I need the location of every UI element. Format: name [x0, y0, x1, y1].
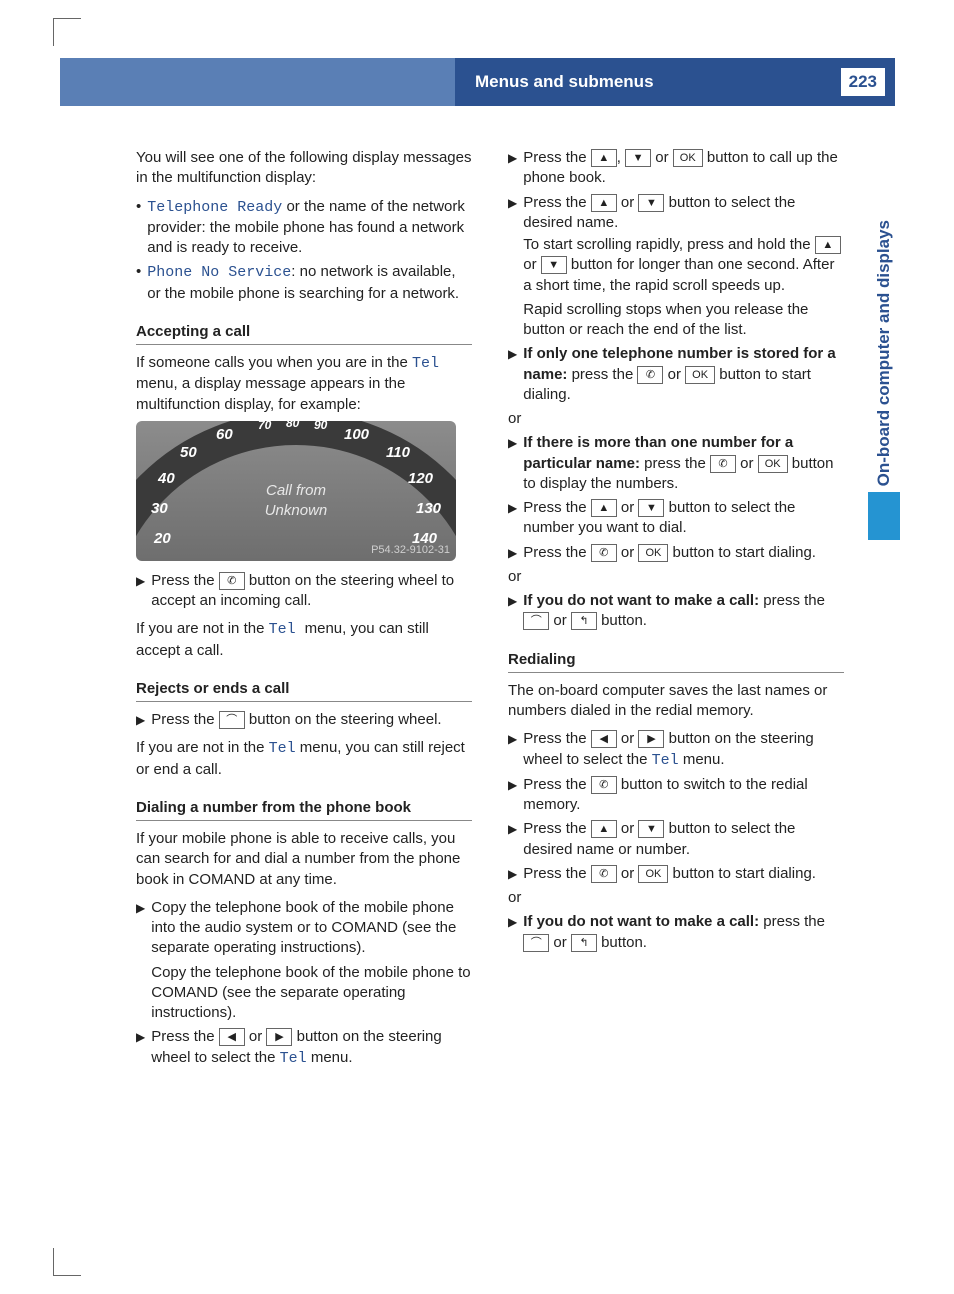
call-key-icon: ✆ — [591, 544, 617, 562]
ok-key-icon: OK — [673, 149, 703, 167]
dial-step-2: ▶ Press the ◀ or ▶ button on the steerin… — [136, 1027, 472, 1069]
bullet-2-text: Phone No Service: no network is availabl… — [147, 262, 472, 304]
down-key-icon: ▼ — [625, 149, 651, 167]
redial-intro: The on-board computer saves the last nam… — [508, 681, 844, 722]
redial-step-5: ▶ If you do not want to make a call: pre… — [508, 912, 844, 953]
page-number: 223 — [841, 68, 885, 96]
ok-key-icon: OK — [758, 455, 788, 473]
ok-key-icon: OK — [638, 544, 668, 562]
down-key-icon: ▼ — [638, 820, 664, 838]
end-call-key-icon: ⌒ — [219, 711, 245, 729]
accepting-p1: If someone calls you when you are in the… — [136, 353, 472, 415]
bullet-dot-icon: • — [136, 262, 141, 304]
end-call-key-icon: ⌒ — [523, 934, 549, 952]
r-step-5: ▶ Press the ▲ or ▼ button to select the … — [508, 498, 844, 539]
triangle-icon: ▶ — [508, 500, 517, 541]
call-key-icon: ✆ — [219, 572, 245, 590]
reject-p2: If you are not in the Tel menu, you can … — [136, 738, 472, 780]
or-1: or — [508, 409, 844, 429]
redial-step-2: ▶ Press the ✆ button to switch to the re… — [508, 775, 844, 816]
gauge-image-id: P54.32-9102-31 — [371, 543, 450, 558]
back-key-icon: ↰ — [571, 934, 597, 952]
triangle-icon: ▶ — [508, 593, 517, 634]
triangle-icon: ▶ — [508, 346, 517, 407]
r-step-6: ▶ Press the ✆ or OK button to start dial… — [508, 543, 844, 563]
triangle-icon: ▶ — [136, 900, 145, 1026]
triangle-icon: ▶ — [136, 712, 145, 732]
triangle-icon: ▶ — [508, 866, 517, 886]
reject-step: ▶ Press the ⌒ button on the steering whe… — [136, 710, 472, 730]
accept-step: ▶ Press the ✆ button on the steering whe… — [136, 571, 472, 612]
down-key-icon: ▼ — [638, 194, 664, 212]
page-content: You will see one of the following displa… — [136, 148, 846, 1073]
down-key-icon: ▼ — [638, 499, 664, 517]
ok-key-icon: OK — [685, 366, 715, 384]
heading-redialing: Redialing — [508, 650, 844, 673]
triangle-icon: ▶ — [508, 150, 517, 191]
bullet-2: • Phone No Service: no network is availa… — [136, 262, 472, 304]
intro-text: You will see one of the following displa… — [136, 148, 472, 189]
header-title: Menus and submenus — [475, 72, 654, 92]
call-key-icon: ✆ — [637, 366, 663, 384]
left-key-icon: ◀ — [591, 730, 617, 748]
triangle-icon: ▶ — [508, 777, 517, 818]
r-step-4: ▶ If there is more than one number for a… — [508, 433, 844, 494]
up-key-icon: ▲ — [591, 149, 617, 167]
right-column: ▶ Press the ▲, ▼ or OK button to call up… — [508, 148, 844, 1073]
dial-step-1: ▶ Copy the telephone book of the mobile … — [136, 898, 472, 1024]
accepting-p2: If you are not in the Tel menu, you can … — [136, 619, 472, 661]
redial-step-1: ▶ Press the ◀ or ▶ button on the steerin… — [508, 729, 844, 771]
call-key-icon: ✆ — [591, 776, 617, 794]
side-tab-label: On-board computer and displays — [874, 220, 894, 486]
crop-mark-bottom — [53, 1248, 81, 1276]
heading-accepting: Accepting a call — [136, 322, 472, 345]
left-key-icon: ◀ — [219, 1028, 245, 1046]
redial-step-4: ▶ Press the ✆ or OK button to start dial… — [508, 864, 844, 884]
triangle-icon: ▶ — [508, 545, 517, 565]
right-key-icon: ▶ — [266, 1028, 292, 1046]
up-key-icon: ▲ — [591, 820, 617, 838]
call-key-icon: ✆ — [591, 865, 617, 883]
r-step-7: ▶ If you do not want to make a call: pre… — [508, 591, 844, 632]
r-step-2: ▶ Press the ▲ or ▼ button to select the … — [508, 193, 844, 341]
triangle-icon: ▶ — [508, 195, 517, 343]
triangle-icon: ▶ — [136, 1029, 145, 1071]
end-call-key-icon: ⌒ — [523, 612, 549, 630]
crop-mark-top — [53, 18, 81, 46]
redial-step-3: ▶ Press the ▲ or ▼ button to select the … — [508, 819, 844, 860]
bullet-dot-icon: • — [136, 197, 141, 259]
heading-rejects: Rejects or ends a call — [136, 679, 472, 702]
or-3: or — [508, 888, 844, 908]
up-key-icon: ▲ — [591, 194, 617, 212]
back-key-icon: ↰ — [571, 612, 597, 630]
triangle-icon: ▶ — [508, 731, 517, 773]
ok-key-icon: OK — [638, 865, 668, 883]
side-tab-accent — [868, 492, 900, 540]
or-2: or — [508, 567, 844, 587]
header-bar-dark: Menus and submenus 223 — [455, 58, 895, 106]
heading-dialing: Dialing a number from the phone book — [136, 798, 472, 821]
side-tab: On-board computer and displays — [868, 140, 900, 540]
r-step-1: ▶ Press the ▲, ▼ or OK button to call up… — [508, 148, 844, 189]
right-key-icon: ▶ — [638, 730, 664, 748]
teal-phone-no-service: Phone No Service — [147, 264, 291, 281]
up-key-icon: ▲ — [591, 499, 617, 517]
up-key-icon: ▲ — [815, 236, 841, 254]
gauge-center-text: Call from Unknown — [136, 481, 456, 522]
left-column: You will see one of the following displa… — [136, 148, 472, 1073]
triangle-icon: ▶ — [136, 573, 145, 614]
bullet-1-text: Telephone Ready or the name of the netwo… — [147, 197, 472, 259]
call-key-icon: ✆ — [710, 455, 736, 473]
teal-telephone-ready: Telephone Ready — [147, 199, 282, 216]
dial-intro: If your mobile phone is able to receive … — [136, 829, 472, 890]
display-gauge-image: 20 30 40 50 60 70 80 90 100 110 120 130 … — [136, 421, 456, 561]
r-step-3: ▶ If only one telephone number is stored… — [508, 344, 844, 405]
triangle-icon: ▶ — [508, 435, 517, 496]
triangle-icon: ▶ — [508, 821, 517, 862]
triangle-icon: ▶ — [508, 914, 517, 955]
down-key-icon: ▼ — [541, 256, 567, 274]
bullet-1: • Telephone Ready or the name of the net… — [136, 197, 472, 259]
